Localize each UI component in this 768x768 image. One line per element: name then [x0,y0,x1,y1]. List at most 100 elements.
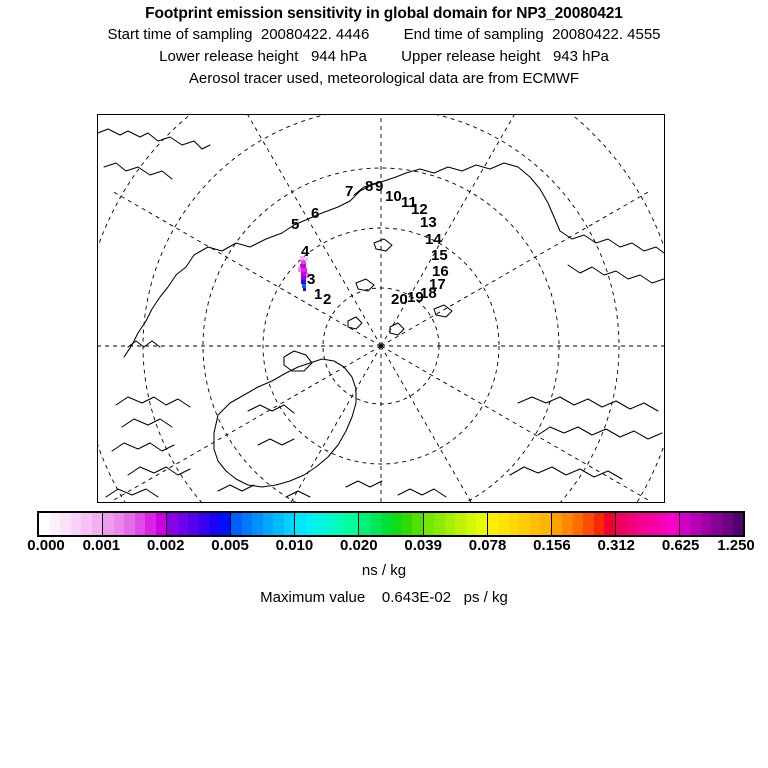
colorbar-band [722,513,733,535]
trajectory-label: 7 [345,183,354,200]
colorbar-segment [167,513,232,535]
header: Footprint emission sensitivity in global… [0,0,768,90]
sampling-time-row: Start time of sampling 20080422. 4446 En… [0,24,768,46]
colorbar-band [155,513,167,535]
colorbar-band [252,513,263,535]
colorbar-band [711,513,722,535]
colorbar-segment [615,513,680,535]
colorbar-band [380,513,392,535]
page-title: Footprint emission sensitivity in global… [145,5,623,22]
colorbar-band [401,513,413,535]
colorbar-band [70,513,82,535]
colorbar-band [103,513,114,535]
colorbar-tick-label: 1.250 [717,537,755,554]
colorbar-band [455,513,466,535]
colorbar-band [145,513,156,535]
trajectory-label: 19 [407,289,424,306]
trajectory-label: 10 [385,188,402,205]
colorbar-tick-label: 0.001 [82,537,121,554]
colorbar-band [679,513,691,535]
colorbar-tick-label: 0.010 [275,537,314,554]
colorbar-segment [359,513,424,535]
lower-release-label: Lower release height [159,48,299,65]
colorbar-band [444,513,456,535]
colorbar-band [60,513,71,535]
map-graphic [98,115,664,502]
trajectory-label: 14 [425,231,442,248]
colorbar-band [583,513,594,535]
colorbar-band [49,513,61,535]
plume-cell [306,273,309,278]
colorbar-band [262,513,274,535]
colorbar-band [690,513,701,535]
colorbar-band [551,513,563,535]
plume-cell [300,256,304,260]
colorbar-band [369,513,381,535]
end-time-value: 20080422. 4555 [552,26,661,43]
trajectory-label: 2 [323,291,332,308]
colorbar-tick-label: 0.002 [146,537,185,554]
colorbar-band [167,513,178,535]
colorbar-tick-label: 0.078 [468,537,507,554]
colorbar [37,511,745,537]
colorbar-band [476,513,487,535]
end-time-label: End time of sampling [403,26,544,43]
colorbar-band [540,513,551,535]
plume-cell [302,284,306,288]
colorbar-band [423,513,435,535]
colorbar-band [134,513,146,535]
colorbar-band [498,513,509,535]
colorbar-segment [551,513,616,535]
colorbar-band [283,513,295,535]
colorbar-band [113,513,125,535]
colorbar-band [209,513,220,535]
colorbar-band [487,513,499,535]
colorbar-band [647,513,658,535]
trajectory-label: 16 [432,263,449,280]
colorbar-band [124,513,135,535]
colorbar-tick-label: 0.156 [533,537,571,554]
start-time-value: 20080422. 4446 [260,26,370,43]
plume-cell [301,260,306,264]
plume-cell [301,280,306,284]
colorbar-band [626,513,637,535]
colorbar-band [732,513,744,535]
colorbar-segment [423,513,488,535]
colorbar-tick-label: 0.005 [211,537,249,554]
colorbar-band [636,513,648,535]
colorbar-band [604,513,615,535]
colorbar-band [295,513,306,535]
colorbar-band [412,513,423,535]
trajectory-label: 15 [431,247,448,264]
maximum-value-number: 0.643E-02 [381,589,452,606]
colorbar-band [529,513,541,535]
plume-cell [305,257,308,261]
colorbar-band [231,513,242,535]
colorbar-band [359,513,370,535]
colorbar-band [305,513,317,535]
colorbar-band [188,513,199,535]
start-time-label: Start time of sampling [107,26,253,43]
colorbar-tick-label: 0.039 [404,537,442,554]
maximum-value-caption: Maximum value 0.643E-02 ps / kg [0,588,768,608]
colorbar-tick-label: 0.625 [661,537,700,554]
colorbar-tick-label: 0.020 [340,537,378,554]
colorbar-band [273,513,284,535]
trajectory-label: 17 [429,276,446,293]
colorbar-band [572,513,584,535]
trajectory-label: 11 [401,194,417,211]
trajectory-label: 5 [291,216,300,233]
colorbar-band [91,513,103,535]
lower-release-value: 944 hPa [310,48,367,65]
colorbar-band [593,513,605,535]
plume-cell [300,264,306,268]
colorbar-segment [103,513,168,535]
trajectory-label: 3 [307,271,316,288]
colorbar-band [465,513,477,535]
plume-cell [300,268,307,272]
colorbar-segment [295,513,360,535]
trajectory-label: 1 [314,286,323,303]
colorbar-tick-label: 0.312 [597,537,636,554]
colorbar-band [219,513,231,535]
colorbar-segment [487,513,552,535]
